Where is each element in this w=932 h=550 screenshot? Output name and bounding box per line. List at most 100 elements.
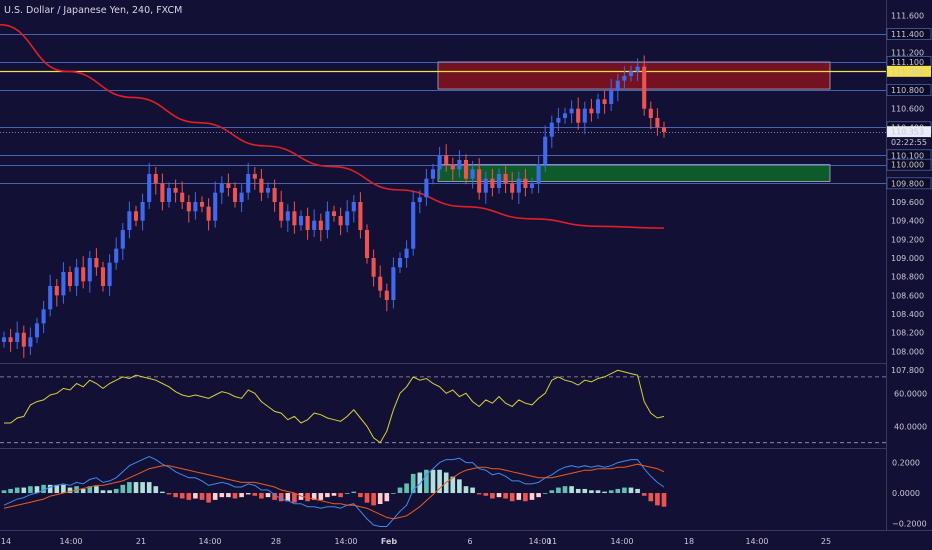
candle-body: [384, 290, 389, 300]
macd-histogram-bar: [80, 488, 86, 494]
rsi-line: [4, 369, 665, 444]
macd-histogram-bar: [1, 490, 7, 494]
candle-body: [536, 164, 541, 184]
rsi-tick-label: 60.0000: [894, 389, 927, 398]
price-tick-label: 110.600: [891, 105, 924, 114]
candle-body: [549, 122, 554, 137]
support-zone: [437, 164, 831, 182]
macd-histogram-bar: [21, 487, 27, 494]
candle-body: [569, 108, 574, 114]
price-label-box: [886, 84, 932, 96]
macd-histogram-bar: [193, 493, 198, 499]
candle-body: [206, 206, 211, 221]
candle-body: [582, 108, 587, 123]
macd-histogram-bar: [509, 493, 515, 502]
macd-tick-label: −0.2000: [892, 519, 927, 528]
macd-histogram-bar: [67, 487, 73, 494]
macd-histogram-bar: [278, 493, 284, 502]
macd-histogram-bar: [575, 488, 581, 494]
macd-histogram-bar: [14, 487, 20, 494]
macd-histogram-bar: [661, 493, 667, 507]
macd-histogram-bar: [569, 486, 574, 494]
macd-histogram-bar: [463, 486, 469, 494]
candle-body: [444, 155, 449, 165]
macd-histogram-bar: [476, 493, 482, 495]
candle-body: [114, 248, 119, 263]
price-tick-label: 109.800: [891, 179, 924, 188]
macd-histogram-bar: [589, 490, 594, 494]
macd-histogram-bar: [351, 491, 357, 494]
last-price-box: [887, 126, 931, 138]
candle-body: [358, 202, 363, 230]
macd-histogram-bar: [516, 493, 522, 500]
macd-histogram-bar: [179, 493, 185, 499]
macd-histogram-bar: [338, 493, 343, 498]
candle-body: [477, 169, 482, 193]
price-tick-label: 109.200: [891, 235, 924, 244]
candle-body: [496, 174, 502, 188]
candle-body: [457, 160, 462, 170]
candle-body: [180, 192, 185, 202]
macd-histogram-bar: [503, 493, 508, 499]
candle-body: [543, 136, 548, 165]
time-tick-label: 21: [136, 537, 146, 546]
candle-body: [199, 202, 205, 207]
macd-histogram-bar: [173, 493, 178, 498]
macd-histogram-bar: [457, 479, 462, 494]
candle-body: [120, 230, 125, 249]
candle-body: [648, 108, 653, 118]
macd-histogram-bar: [292, 493, 297, 503]
price-tick-label: 108.200: [891, 329, 924, 338]
candle-body: [279, 202, 284, 221]
candle-body: [312, 220, 317, 230]
macd-histogram-bar: [245, 493, 251, 495]
macd-histogram-bar: [113, 488, 119, 494]
macd-histogram-bar: [54, 484, 60, 494]
macd-histogram-bar: [608, 490, 614, 494]
time-tick-label: 14: [1, 537, 11, 546]
price-label-box: [886, 177, 932, 190]
countdown-box: [887, 137, 931, 148]
macd-tick-label: 0.2000: [892, 459, 920, 468]
candle-body: [510, 183, 515, 193]
candle-body: [635, 66, 640, 72]
macd-histogram-bar: [496, 493, 502, 498]
macd-histogram-bar: [212, 493, 218, 500]
candle-body: [272, 188, 277, 202]
macd-histogram-bar: [100, 490, 106, 494]
macd-histogram-bar: [595, 490, 601, 494]
price-tick-label: 108.600: [891, 291, 924, 300]
macd-histogram-bar: [259, 493, 264, 499]
candle-body: [371, 258, 376, 277]
candle-body: [602, 99, 607, 104]
macd-histogram-bar: [285, 493, 291, 502]
candle-body: [94, 258, 99, 268]
candle-body: [140, 202, 145, 221]
macd-histogram-bar: [529, 493, 535, 500]
macd-histogram-bar: [232, 493, 238, 499]
macd-histogram-bar: [562, 486, 568, 494]
candle-body: [642, 66, 647, 109]
time-tick-label: 14:00: [610, 537, 633, 546]
candle-body: [404, 248, 409, 258]
macd-histogram-bar: [226, 493, 231, 498]
candle-body: [48, 286, 53, 310]
time-tick-label: 14:00: [59, 537, 82, 546]
macd-histogram-bar: [206, 493, 211, 503]
candle-body: [160, 183, 165, 202]
macd-histogram-bar: [219, 493, 225, 498]
price-tick-label: 110.800: [891, 86, 924, 95]
candle-body: [34, 323, 40, 338]
candle-body: [397, 258, 403, 268]
macd-histogram-bar: [404, 483, 409, 494]
macd-histogram-bar: [166, 493, 172, 495]
macd-histogram-bar: [34, 486, 40, 494]
price-tick-label: 109.400: [891, 217, 924, 226]
candle-body: [305, 216, 310, 230]
candle-body: [483, 178, 488, 193]
candle-body: [100, 267, 106, 286]
candle-body: [41, 309, 46, 324]
macd-histogram-bar: [397, 487, 403, 494]
macd-histogram-bar: [265, 493, 271, 498]
